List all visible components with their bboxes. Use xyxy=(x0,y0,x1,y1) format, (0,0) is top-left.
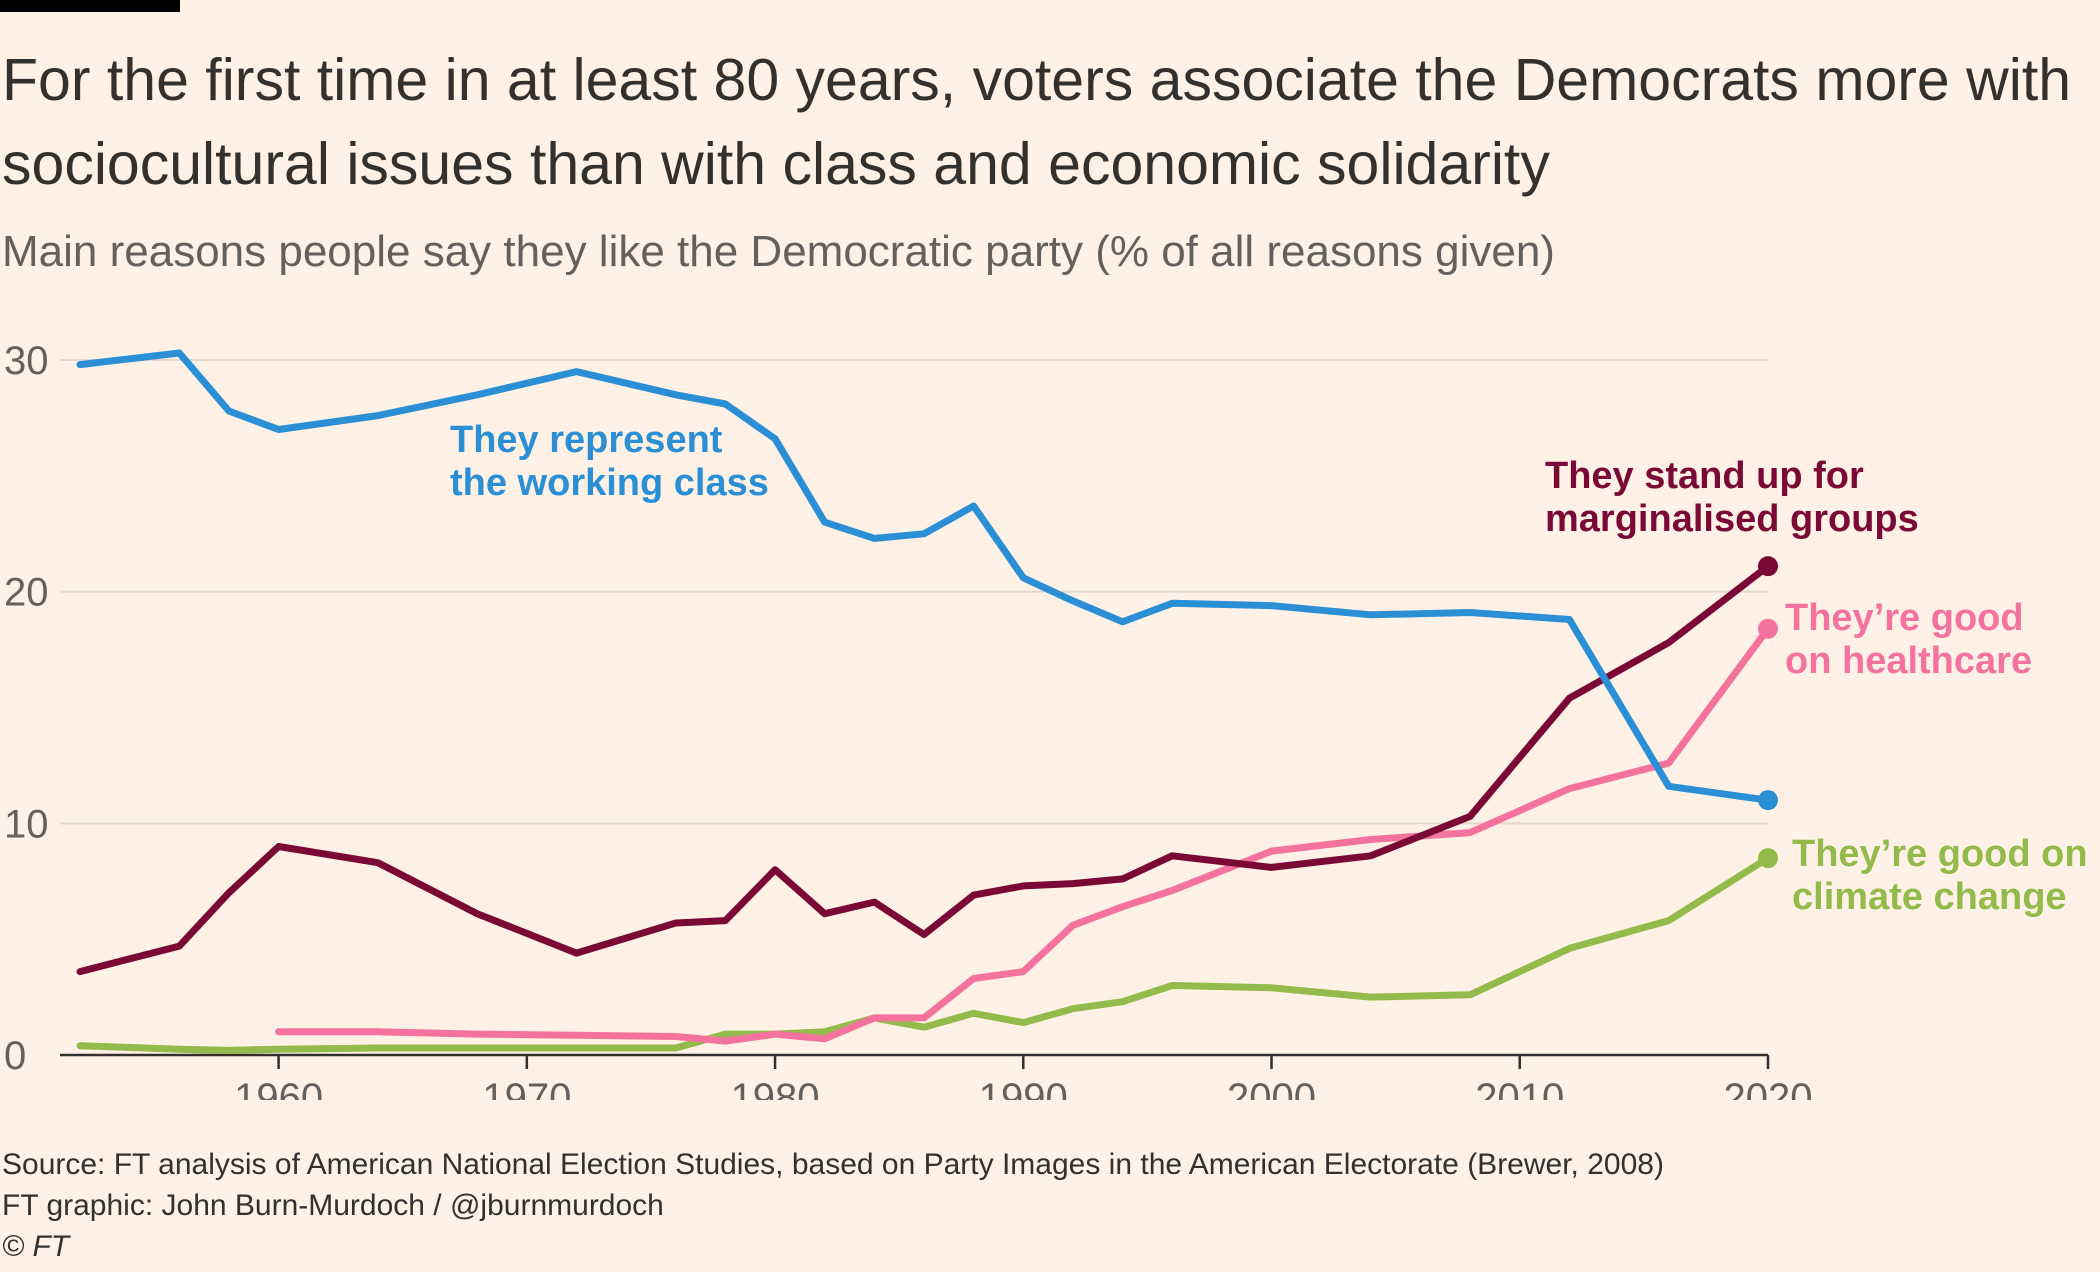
series-line-healthcare xyxy=(275,625,1772,1045)
series-label-line: They’re good xyxy=(1785,597,2024,639)
series-end-dot-marginalised xyxy=(1758,556,1778,577)
line-chart: 0 10 20 30 1960 1970 1980 1990 2000 2010 2020 They’… xyxy=(4,339,2088,1100)
series-label-line: on healthcare xyxy=(1785,640,2032,682)
chart-footer: Source: FT analysis of American National… xyxy=(2,1144,1664,1267)
x-tick-label-2010: 2010 xyxy=(1475,1076,1564,1100)
y-tick-label-30: 30 xyxy=(4,339,49,383)
series-line-marginalised xyxy=(76,562,1772,976)
series-label-line: They stand up for xyxy=(1545,455,1864,497)
series-line-climate xyxy=(76,854,1772,1054)
series-line-working_class xyxy=(76,349,1772,804)
graphic-credit: FT graphic: John Burn-Murdoch / @jburnmu… xyxy=(2,1189,664,1222)
x-tick-label-2000: 2000 xyxy=(1227,1076,1316,1100)
series-label-line: the working class xyxy=(450,462,769,504)
series-end-dot-healthcare xyxy=(1758,618,1778,639)
series-end-dot-climate xyxy=(1758,848,1778,869)
chart-title: For the first time in at least 80 years,… xyxy=(2,47,2072,197)
series-label-climate: They’re good on climate change xyxy=(1792,833,2088,918)
series-label-line: marginalised groups xyxy=(1545,498,1919,540)
series-label-line: They’re good on xyxy=(1792,833,2088,875)
y-tick-label-10: 10 xyxy=(4,802,49,846)
source-note: Source: FT analysis of American National… xyxy=(2,1148,1664,1181)
y-tick-label-20: 20 xyxy=(4,571,49,615)
series-label-marginalised: They stand up for marginalised groups xyxy=(1545,455,1919,540)
copyright-note: © FT xyxy=(2,1230,70,1263)
x-tick-label-1980: 1980 xyxy=(731,1076,820,1100)
x-tick-label-1970: 1970 xyxy=(482,1076,571,1100)
x-tick-label-1960: 1960 xyxy=(234,1076,323,1100)
x-tick-label-2020: 2020 xyxy=(1724,1076,1813,1100)
ft-brand-bar xyxy=(0,0,180,12)
series-label-line: They represent xyxy=(450,419,723,461)
series-end-dot-working_class xyxy=(1758,790,1778,811)
x-tick-label-1990: 1990 xyxy=(979,1076,1068,1100)
series-label-line: climate change xyxy=(1792,876,2067,918)
series-label-healthcare: They’re good on healthcare xyxy=(1785,597,2032,682)
series-label-working_class: They represent the working class xyxy=(450,419,769,504)
chart-subtitle: Main reasons people say they like the De… xyxy=(2,227,1555,276)
y-tick-label-0: 0 xyxy=(4,1034,26,1078)
